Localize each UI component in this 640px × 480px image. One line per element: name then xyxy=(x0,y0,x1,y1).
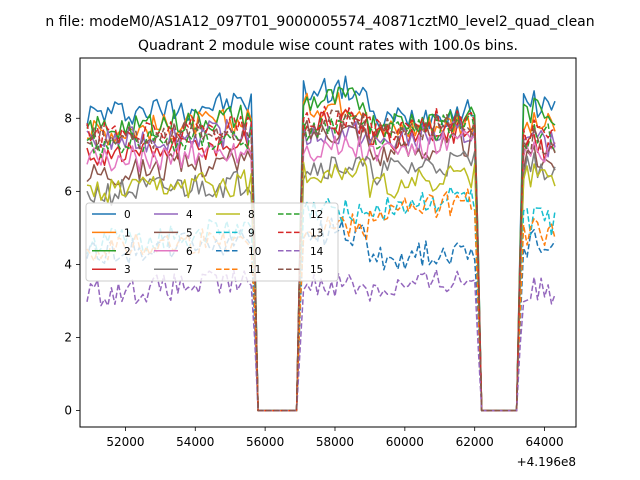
legend-label: 9 xyxy=(248,227,255,239)
legend-label: 15 xyxy=(310,264,323,276)
axes-frame xyxy=(79,57,577,428)
legend-label: 4 xyxy=(186,209,193,221)
x-tick-label: 58000 xyxy=(316,435,354,449)
y-tick-label: 4 xyxy=(64,257,72,271)
legend-label: 13 xyxy=(310,227,323,239)
x-tick-label: 60000 xyxy=(386,435,424,449)
x-tick-label: 64000 xyxy=(525,435,563,449)
legend-label: 14 xyxy=(310,246,324,258)
legend-label: 0 xyxy=(124,209,131,221)
x-tick-label: 56000 xyxy=(246,435,284,449)
legend-label: 1 xyxy=(124,227,131,239)
series-line-15 xyxy=(86,109,556,412)
x-tick-label: 52000 xyxy=(106,435,144,449)
legend-label: 8 xyxy=(248,209,255,221)
legend-box xyxy=(85,202,339,282)
legend-label: 10 xyxy=(248,246,261,258)
figure-suptitle: n file: modeM0/AS1A12_097T01_9000005574_… xyxy=(45,14,594,30)
chart-title: Quadrant 2 module wise count rates with … xyxy=(138,38,518,54)
legend-label: 6 xyxy=(186,246,193,258)
legend-label: 5 xyxy=(186,227,193,239)
y-tick-label: 2 xyxy=(64,330,72,344)
y-axis: 0 2 4 6 8 xyxy=(64,111,80,418)
legend-label: 12 xyxy=(310,209,323,221)
x-tick-label: 54000 xyxy=(176,435,214,449)
y-tick-label: 0 xyxy=(64,404,72,418)
x-offset-label: +4.196e8 xyxy=(517,455,576,469)
series-line-12 xyxy=(86,111,556,412)
legend-label: 11 xyxy=(248,264,261,276)
legend-label: 7 xyxy=(186,264,193,276)
y-tick-label: 8 xyxy=(64,111,72,125)
x-axis: 52000 54000 56000 58000 60000 62000 64000 xyxy=(106,427,564,449)
legend-label: 3 xyxy=(124,264,131,276)
legend-label: 2 xyxy=(124,246,131,258)
x-tick-label: 62000 xyxy=(456,435,494,449)
y-tick-label: 6 xyxy=(64,184,72,198)
